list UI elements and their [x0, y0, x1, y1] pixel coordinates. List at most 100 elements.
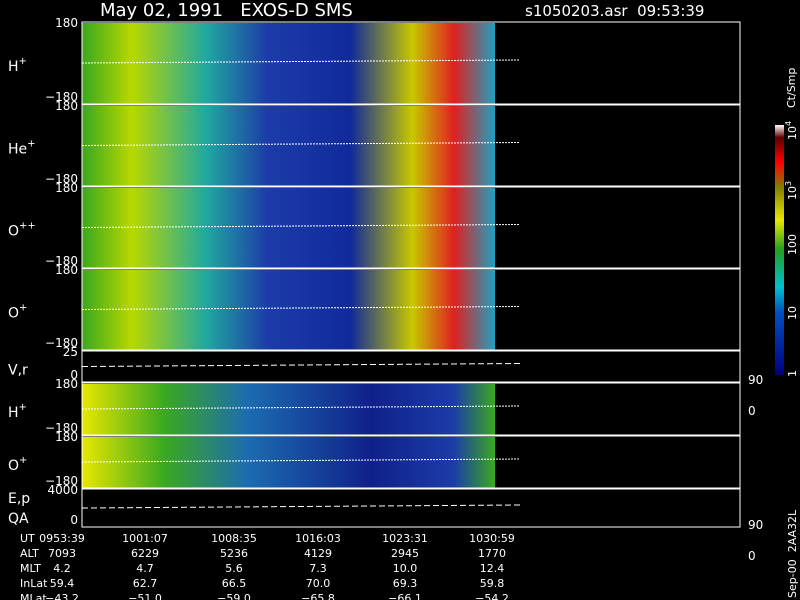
colorbar-tick-exp: 4	[784, 121, 793, 126]
title: May 02, 1991 EXOS-D SMS	[100, 0, 353, 21]
panel-label-text: V,r	[8, 363, 28, 379]
panel-label-text: E,p	[8, 491, 30, 507]
cell: 5236	[220, 547, 248, 560]
row-label: MLat	[20, 592, 47, 600]
y-bottom-label: −180	[45, 90, 78, 104]
panel-label: O+	[8, 455, 27, 474]
spectrogram	[82, 23, 495, 104]
panel-label: O+	[8, 303, 27, 322]
center-line	[81, 363, 521, 367]
spectrogram	[82, 106, 495, 186]
y-bottom-label: −180	[45, 172, 78, 186]
cell: 7093	[48, 547, 76, 560]
cell: 1030:59	[469, 532, 515, 545]
cell: 59.8	[480, 577, 505, 590]
panel-label: V,r	[8, 363, 28, 379]
spectrogram	[82, 270, 495, 350]
y-top-label: 180	[55, 99, 78, 113]
right-bottom-label: 0	[748, 549, 756, 563]
y-top-label: 180	[55, 430, 78, 444]
panel-label-text: H	[8, 59, 19, 75]
cell: 6229	[131, 547, 159, 560]
cell: −54.2	[475, 592, 509, 600]
right-bottom-label: 0	[748, 404, 756, 418]
cell: −43.2	[45, 592, 79, 600]
cell: 1001:07	[122, 532, 168, 545]
panel-label-sup: +	[19, 455, 27, 466]
center-line	[81, 142, 521, 146]
panel-label-sup: +	[27, 139, 35, 150]
panel-label-2: QA	[8, 511, 29, 527]
colorbar-tick: 100	[786, 234, 799, 255]
colorbar-tick: 10	[786, 306, 799, 320]
spectrogram	[82, 384, 495, 435]
colorbar-tick: 1	[786, 370, 799, 377]
cell: 1023:31	[382, 532, 428, 545]
cell: 62.7	[133, 577, 158, 590]
center-line	[81, 306, 521, 310]
panel-label-text: He	[8, 142, 27, 158]
footer: Sep-00 2AA32L	[786, 509, 799, 598]
y-bottom-label: −180	[45, 254, 78, 268]
cell: 66.5	[222, 577, 247, 590]
panel-frame	[81, 350, 741, 383]
cell: 10.0	[393, 562, 418, 575]
cell: 1770	[478, 547, 506, 560]
colorbar-tick-base: 100	[786, 234, 799, 255]
panel-label-text: H	[8, 405, 19, 421]
file-info: s1050203.asr 09:53:39	[525, 2, 704, 20]
spectrogram	[82, 188, 495, 268]
spectrogram	[82, 437, 495, 488]
panel-label-sup: ++	[19, 221, 36, 232]
colorbar-tick: 104	[784, 121, 799, 140]
panel-label-sup: +	[19, 56, 27, 67]
y-bottom-label: 0	[70, 368, 78, 382]
cell: 1016:03	[295, 532, 341, 545]
cell: 7.3	[309, 562, 327, 575]
cell: −66.1	[388, 592, 422, 600]
cell: −65.8	[301, 592, 335, 600]
colorbar-tick-base: 1	[786, 370, 799, 377]
y-top-label: 25	[63, 345, 78, 359]
panel-label-text: O	[8, 224, 19, 240]
row-label: MLT	[20, 562, 41, 575]
colorbar-tick-base: 10	[786, 306, 799, 320]
right-top-label: 90	[748, 373, 763, 387]
panel-label: H+	[8, 402, 27, 421]
y-top-label: 4000	[47, 483, 78, 497]
panel-label: He+	[8, 139, 36, 158]
center-line	[81, 504, 521, 509]
y-bottom-label: −180	[45, 336, 78, 350]
cell: 4.2	[53, 562, 71, 575]
row-label: UT	[20, 532, 35, 545]
y-top-label: 180	[55, 263, 78, 277]
y-bottom-label: −180	[45, 474, 78, 488]
center-line	[81, 458, 521, 463]
center-line	[81, 59, 521, 64]
cell: 12.4	[480, 562, 505, 575]
colorbar-tick: 103	[784, 181, 799, 200]
colorbar-tick-base: 10	[786, 186, 799, 200]
center-line	[81, 405, 521, 410]
panel-label-text: O	[8, 458, 19, 474]
colorbar-tick-exp: 3	[784, 181, 793, 186]
cell: 4129	[304, 547, 332, 560]
colorbar-unit: Ct/Smp	[785, 68, 798, 108]
cell: 1008:35	[211, 532, 257, 545]
panel-label-text: O	[8, 306, 19, 322]
panel-label-sup: +	[19, 402, 27, 413]
panel-frame	[81, 488, 741, 528]
right-top-label: 90	[748, 518, 763, 532]
panel-label-sup: +	[19, 303, 27, 314]
panel-label: E,p	[8, 491, 30, 507]
panel-label: O++	[8, 221, 36, 240]
cell: 59.4	[50, 577, 75, 590]
y-bottom-label: 0	[70, 513, 78, 527]
panel-label: H+	[8, 56, 27, 75]
cell: −51.0	[128, 592, 162, 600]
cell: 5.6	[225, 562, 243, 575]
cell: 70.0	[306, 577, 331, 590]
y-bottom-label: −180	[45, 421, 78, 435]
row-label: InLat	[20, 577, 48, 590]
